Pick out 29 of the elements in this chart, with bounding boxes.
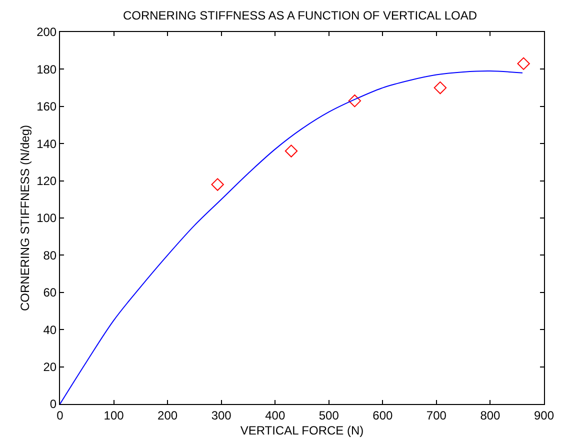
y-tick-label: 120 — [36, 174, 57, 188]
point — [348, 94, 362, 108]
x-tick-label: 800 — [480, 408, 501, 422]
x-tick-label: 400 — [265, 408, 286, 422]
point — [284, 144, 298, 158]
x-tick-label: 600 — [372, 408, 393, 422]
x-tick-label: 500 — [318, 408, 340, 422]
x-tick-label: 700 — [426, 408, 447, 422]
y-tick-label: 140 — [36, 136, 57, 151]
point — [517, 57, 530, 70]
x-tick-label: 300 — [211, 408, 232, 422]
y-tick-label: 200 — [36, 25, 57, 40]
x-tick-label: 900 — [534, 408, 554, 422]
y-tick-label: 80 — [43, 248, 57, 262]
y-tick-label: 180 — [36, 62, 57, 76]
x-axis-title: VERTICAL FORCE (N) — [240, 423, 364, 438]
y-tick-label: 0 — [50, 397, 57, 412]
y-tick-label: 100 — [36, 211, 57, 226]
chart-title: CORNERING STIFFNESS AS A FUNCTION OF VERTICAL LOAD — [122, 8, 478, 23]
x-tick-label: 200 — [158, 408, 178, 422]
point — [211, 178, 224, 191]
point — [434, 81, 447, 94]
line-series — [60, 70, 523, 404]
y-tick-label: 40 — [43, 322, 57, 337]
x-tick-label: 100 — [104, 408, 124, 422]
y-axis-title: CORNERING STIFFNESS (N/deg) — [18, 124, 32, 312]
y-tick-label: 60 — [43, 286, 57, 300]
y-tick-label: 160 — [36, 100, 57, 114]
y-tick-label: 20 — [43, 360, 57, 374]
